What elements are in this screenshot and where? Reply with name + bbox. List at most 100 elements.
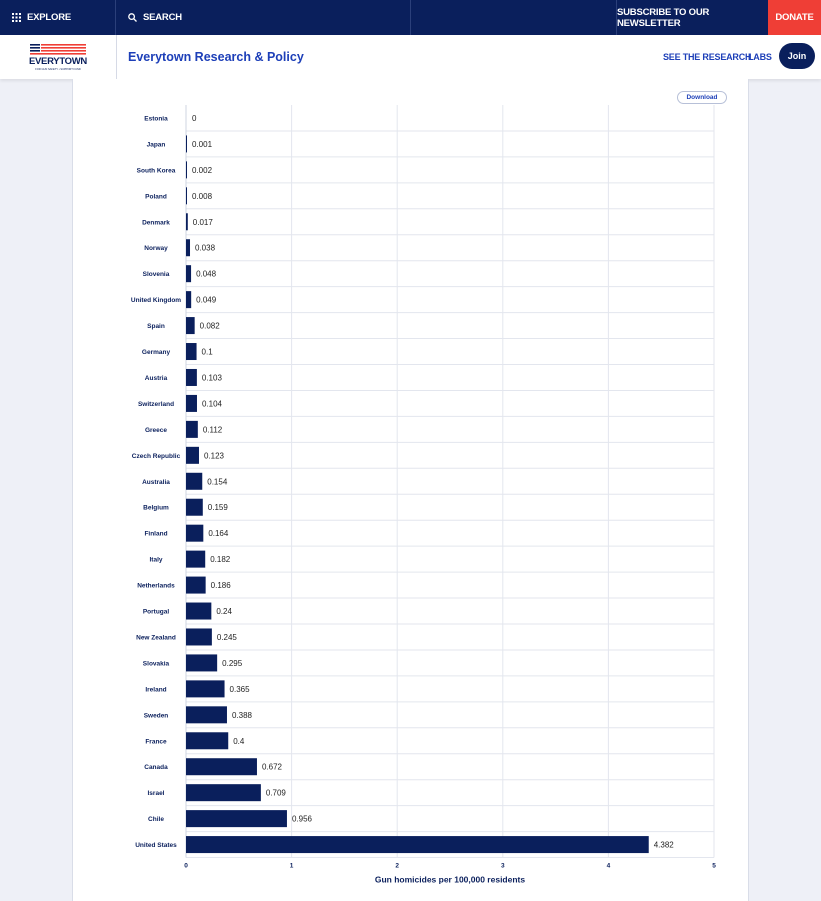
category-label: Belgium [143,505,169,512]
bar-switzerland [186,394,197,412]
value-label: 0.956 [292,815,313,824]
category-label: France [145,738,167,745]
category-label: Spain [147,323,165,330]
bar-germany [186,343,197,361]
category-label: Austria [145,375,168,382]
category-label: Portugal [143,609,170,616]
top-bar: EXPLORE SEARCH SUBSCRIBE TO OUR NEWSLETT… [0,0,821,35]
value-label: 0.038 [195,244,216,253]
bar-slovenia [186,265,192,283]
category-label: New Zealand [136,634,176,641]
category-label: Czech Republic [132,453,181,460]
category-label: Norway [144,245,168,252]
bar-new-zealand [186,628,212,646]
bar-portugal [186,602,212,620]
download-button[interactable]: Download [677,91,727,104]
bar-united-states [186,836,649,854]
logo-wordmark: EVERYTOWN [29,56,87,67]
x-tick-label: 0 [184,863,188,870]
value-label: 4.382 [654,841,675,850]
value-label: 0.365 [230,685,251,694]
value-label: 0.182 [210,555,231,564]
category-label: Greece [145,427,167,434]
value-label: 0.112 [203,425,223,434]
value-label: 0.104 [202,399,223,408]
value-label: 0.295 [222,659,243,668]
value-label: 0.017 [193,218,214,227]
category-label: Italy [149,557,162,564]
category-label: Finland [144,531,167,538]
bar-spain [186,317,195,335]
explore-label: EXPLORE [27,12,71,23]
bar-south-korea [186,161,187,179]
x-tick-label: 4 [607,863,611,870]
bar-italy [186,550,206,568]
donate-button[interactable]: DONATE [768,0,821,35]
category-label: Australia [142,479,170,486]
value-label: 0 [192,114,197,123]
category-label: Canada [144,764,168,771]
site-header: EVERYTOWN FOR GUN SAFETY • SUPPORT FUND … [0,35,821,79]
bar-chile [186,810,287,828]
search-button[interactable]: SEARCH [116,0,411,35]
bar-austria [186,368,197,386]
x-axis-title: Gun homicides per 100,000 residents [375,875,526,885]
value-label: 0.008 [192,192,213,201]
join-button[interactable]: Join [779,43,815,69]
x-tick-label: 2 [395,863,399,870]
bar-belgium [186,498,203,516]
bar-sweden [186,706,227,724]
value-label: 0.672 [262,763,283,772]
bar-greece [186,420,198,438]
value-label: 0.24 [216,607,232,616]
value-label: 0.159 [208,503,229,512]
explore-button[interactable]: EXPLORE [0,0,116,35]
category-label: South Korea [137,167,176,174]
category-label: Denmark [142,219,170,226]
bar-czech-republic [186,446,199,464]
grid-menu-icon [12,13,21,22]
category-label: Estonia [144,115,168,122]
see-the-research-link[interactable]: SEE THE RESEARCH [663,52,752,62]
bar-france [186,732,229,750]
category-label: Sweden [144,712,169,719]
bar-ireland [186,680,225,698]
site-title[interactable]: Everytown Research & Policy [128,50,304,64]
x-tick-label: 3 [501,863,505,870]
everytown-logo[interactable]: EVERYTOWN FOR GUN SAFETY • SUPPORT FUND [0,35,117,79]
value-label: 0.103 [202,373,223,382]
category-label: Chile [148,816,164,823]
bar-australia [186,472,203,490]
value-label: 0.154 [207,477,228,486]
category-label: Japan [147,141,166,148]
category-label: United States [135,842,177,849]
bar-poland [186,187,187,205]
value-label: 0.186 [211,581,232,590]
category-label: Germany [142,349,171,356]
value-label: 0.164 [208,529,229,538]
bar-finland [186,524,204,542]
bar-israel [186,784,261,802]
value-label: 0.049 [196,296,217,305]
category-label: United Kingdom [131,297,181,304]
labs-link[interactable]: LABS [748,52,772,62]
logo-tagline: FOR GUN SAFETY • SUPPORT FUND [35,67,81,71]
x-tick-label: 1 [290,863,294,870]
value-label: 0.388 [232,711,253,720]
value-label: 0.245 [217,633,238,642]
category-label: Israel [148,790,165,797]
search-icon [128,13,137,22]
category-label: Netherlands [137,583,175,590]
x-tick-label: 5 [712,863,716,870]
newsletter-button[interactable]: SUBSCRIBE TO OUR NEWSLETTER [617,6,710,29]
value-label: 0.123 [204,451,225,460]
search-label: SEARCH [143,12,182,23]
category-label: Slovakia [143,660,170,667]
bar-denmark [186,213,188,231]
value-label: 0.4 [233,737,245,746]
bar-slovakia [186,654,218,672]
chart-card [72,79,749,901]
category-label: Ireland [145,686,166,693]
topbar-spacer [411,0,617,35]
